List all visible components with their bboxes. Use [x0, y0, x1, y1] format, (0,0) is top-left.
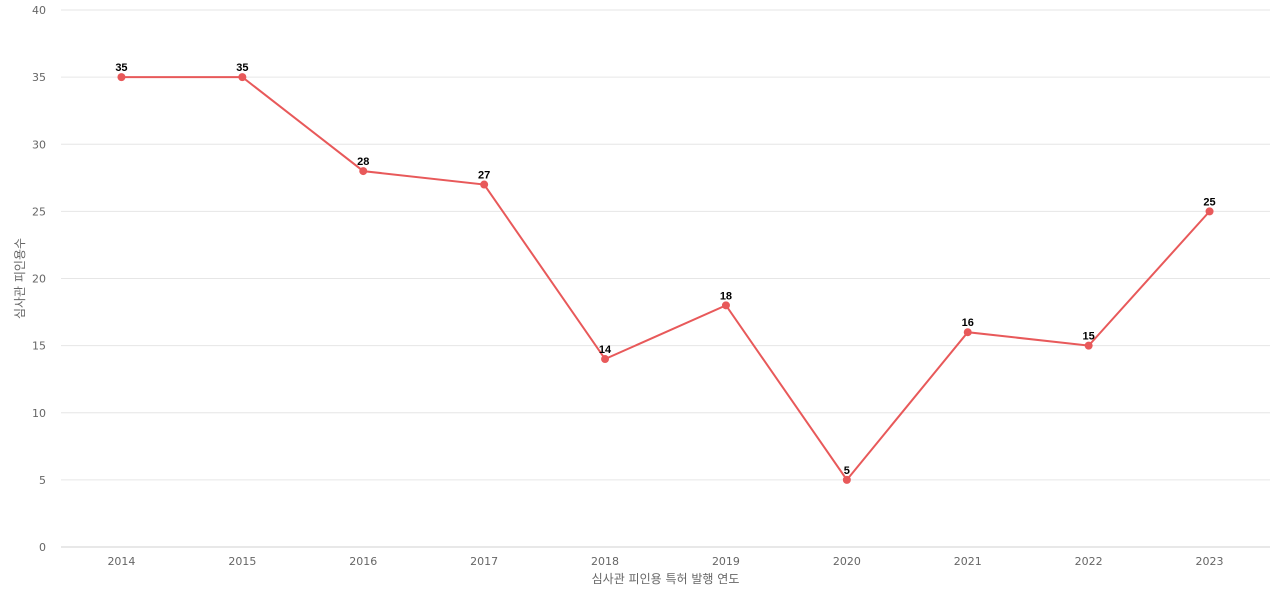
data-label: 25: [1203, 196, 1215, 208]
data-point[interactable]: [480, 180, 489, 189]
data-label: 27: [478, 170, 490, 182]
y-tick-label: 25: [32, 205, 46, 218]
data-point[interactable]: [601, 355, 610, 364]
x-tick-label: 2022: [1075, 555, 1103, 568]
data-point[interactable]: [721, 301, 730, 310]
x-tick-label: 2021: [954, 555, 982, 568]
data-label: 14: [599, 344, 612, 356]
y-axis-title: 심사관 피인용수: [13, 238, 27, 319]
data-label: 28: [357, 156, 369, 168]
data-point[interactable]: [117, 73, 126, 82]
y-tick-label: 35: [32, 71, 46, 84]
y-tick-label: 40: [32, 4, 46, 17]
x-tick-label: 2017: [470, 555, 498, 568]
y-tick-label: 30: [32, 138, 46, 151]
data-point[interactable]: [238, 73, 247, 82]
series-line: [121, 76, 1211, 482]
data-labels: 35 35 28 27 14 18 5 16 15 25: [115, 62, 1215, 477]
x-tick-label: 2014: [107, 555, 135, 568]
data-point[interactable]: [963, 328, 972, 337]
y-tick-label: 20: [32, 273, 46, 286]
y-gridlines: [61, 9, 1270, 548]
x-tick-labels: 2014 2015 2016 2017 2018 2019 2020 2021 2022 2023: [107, 555, 1223, 568]
data-label: 16: [962, 317, 974, 329]
x-tick-label: 2015: [228, 555, 256, 568]
y-tick-label: 15: [32, 340, 46, 353]
data-label: 18: [720, 290, 732, 302]
data-point[interactable]: [1084, 341, 1093, 350]
x-tick-label: 2020: [833, 555, 861, 568]
data-point[interactable]: [842, 475, 851, 484]
x-tick-label: 2016: [349, 555, 377, 568]
x-axis-title: 심사관 피인용 특허 발행 연도: [592, 571, 740, 586]
y-tick-label: 0: [39, 541, 46, 554]
data-label: 5: [844, 465, 850, 477]
data-label: 35: [115, 62, 127, 74]
y-tick-label: 10: [32, 407, 46, 420]
x-tick-label: 2023: [1196, 555, 1224, 568]
x-tick-label: 2019: [712, 555, 740, 568]
data-label: 15: [1083, 331, 1095, 343]
data-point[interactable]: [1205, 207, 1214, 216]
series-layer: [117, 73, 1214, 484]
x-tick-label: 2018: [591, 555, 619, 568]
data-point[interactable]: [359, 167, 368, 176]
data-label: 35: [236, 62, 248, 74]
y-tick-labels: 0 5 10 15 20 25 30 35 40: [32, 4, 46, 554]
y-tick-label: 5: [39, 474, 46, 487]
